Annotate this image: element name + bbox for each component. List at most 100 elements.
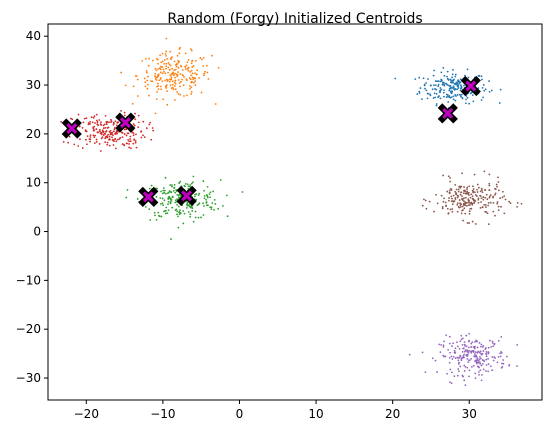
scatter-point: [165, 65, 168, 67]
scatter-point: [516, 206, 518, 208]
scatter-point: [173, 69, 175, 72]
scatter-point: [62, 140, 65, 143]
scatter-point: [474, 200, 477, 202]
scatter-point: [474, 351, 477, 353]
scatter-point: [184, 66, 187, 68]
scatter-point: [158, 214, 160, 217]
scatter-point: [454, 347, 457, 350]
scatter-point: [142, 134, 144, 137]
scatter-point: [436, 202, 439, 205]
scatter-point: [468, 102, 471, 105]
scatter-point: [501, 366, 504, 368]
scatter-point: [140, 136, 143, 139]
scatter-point: [174, 68, 177, 71]
scatter-point: [200, 91, 203, 94]
scatter-point: [107, 126, 110, 129]
scatter-point: [494, 194, 496, 196]
scatter-point: [465, 98, 467, 101]
scatter-point: [171, 80, 174, 83]
scatter-point: [175, 73, 178, 76]
scatter-point: [442, 81, 445, 84]
scatter-point: [185, 78, 188, 81]
scatter-point: [459, 202, 461, 205]
scatter-point: [129, 138, 132, 140]
scatter-point: [503, 212, 506, 215]
scatter-point: [171, 185, 173, 188]
scatter-point: [123, 133, 126, 135]
scatter-point: [502, 359, 505, 361]
scatter-point: [187, 69, 190, 72]
scatter-point: [144, 81, 147, 83]
scatter-point: [472, 364, 475, 367]
scatter-point: [464, 384, 467, 387]
scatter-point: [190, 90, 193, 93]
scatter-point: [85, 117, 88, 120]
scatter-point: [206, 185, 209, 188]
scatter-point: [452, 194, 455, 197]
scatter-point: [192, 181, 194, 184]
scatter-point: [95, 113, 98, 116]
scatter-point: [457, 206, 460, 208]
scatter-point: [467, 198, 470, 201]
scatter-point: [490, 345, 493, 348]
scatter-point: [176, 203, 179, 206]
scatter-point: [480, 345, 482, 348]
scatter-point: [451, 210, 454, 213]
scatter-point: [190, 69, 193, 72]
scatter-point: [485, 358, 488, 361]
scatter-point: [161, 66, 164, 68]
scatter-point: [449, 208, 452, 211]
scatter-point: [177, 61, 180, 64]
scatter-point: [458, 93, 461, 96]
scatter-point: [101, 133, 103, 136]
scatter-point: [469, 204, 471, 206]
scatter-point: [467, 201, 470, 204]
scatter-point: [156, 76, 159, 79]
scatter-point: [189, 48, 192, 51]
scatter-point: [437, 96, 440, 98]
scatter-point: [471, 195, 474, 198]
scatter-point: [460, 85, 463, 88]
scatter-point: [466, 222, 469, 224]
scatter-point: [121, 143, 124, 145]
scatter-point: [202, 65, 205, 67]
scatter-point: [424, 87, 426, 90]
scatter-point: [450, 79, 453, 82]
scatter-point: [488, 184, 491, 187]
scatter-point: [190, 182, 193, 185]
scatter-point: [93, 142, 96, 145]
scatter-point: [508, 200, 511, 203]
scatter-point: [190, 49, 193, 52]
scatter-point: [450, 355, 453, 358]
scatter-point: [148, 123, 151, 126]
scatter-point: [189, 206, 192, 209]
scatter-point: [446, 77, 449, 80]
scatter-point: [166, 90, 169, 93]
scatter-point: [95, 128, 98, 130]
scatter-point: [190, 93, 193, 95]
scatter-point: [448, 89, 451, 92]
scatter-point: [500, 205, 502, 208]
scatter-point: [190, 74, 193, 77]
scatter-point: [468, 359, 470, 362]
scatter-point: [148, 57, 151, 60]
scatter-point: [469, 207, 472, 210]
scatter-point: [458, 199, 461, 201]
scatter-point: [425, 82, 427, 84]
scatter-point: [179, 180, 182, 183]
scatter-point: [132, 132, 135, 134]
scatter-point: [191, 72, 194, 75]
scatter-point: [471, 365, 473, 368]
scatter-point: [454, 183, 457, 186]
scatter-point: [155, 98, 158, 100]
scatter-point: [466, 205, 468, 207]
scatter-point: [497, 176, 499, 179]
scatter-point: [176, 54, 179, 57]
scatter-point: [448, 361, 451, 364]
scatter-point: [146, 87, 149, 90]
scatter-point: [464, 192, 467, 195]
scatter-point: [147, 64, 150, 67]
scatter-point: [459, 193, 462, 196]
y-tick-label: −30: [16, 371, 41, 385]
scatter-point: [127, 138, 130, 141]
